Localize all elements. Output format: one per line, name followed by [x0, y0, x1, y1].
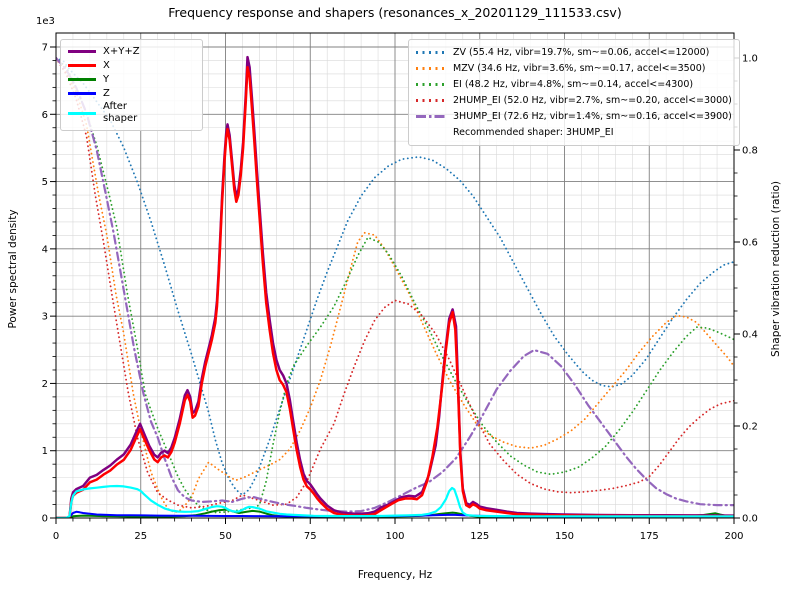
after-shaper-line-sample: [68, 111, 96, 115]
legend-item-x: X: [68, 59, 195, 72]
svg-text:175: 175: [640, 531, 659, 542]
svg-text:50: 50: [219, 531, 232, 542]
series-zv: [56, 57, 734, 496]
legend-label-zv: ZV (55.4 Hz, vibr=19.7%, sm~=0.06, accel…: [453, 46, 710, 58]
series-3hump_ei: [56, 56, 734, 513]
legend-item-z: Z: [68, 87, 195, 100]
svg-text:2: 2: [42, 379, 48, 390]
legend-label-mzv: MZV (34.6 Hz, vibr=3.6%, sm~=0.17, accel…: [453, 62, 706, 74]
svg-text:0: 0: [53, 531, 59, 542]
series-after_shaper: [56, 484, 734, 518]
x-axis-label: Frequency, Hz: [357, 569, 433, 581]
svg-text:100: 100: [385, 531, 404, 542]
legend-psd: X+Y+Z X Y Z After shaper: [60, 39, 203, 131]
svg-text:125: 125: [470, 531, 489, 542]
zv-line-sample: [416, 51, 446, 54]
legend-label-xyz: X+Y+Z: [103, 45, 140, 57]
svg-text:0.6: 0.6: [742, 238, 758, 249]
legend-label-2hump-ei: 2HUMP_EI (52.0 Hz, vibr=2.7%, sm~=0.20, …: [453, 94, 732, 106]
legend-label-ei: EI (48.2 Hz, vibr=4.8%, sm~=0.14, accel<…: [453, 78, 694, 90]
legend-item-after-shaper: After shaper: [68, 101, 195, 125]
y-line-sample: [68, 78, 96, 81]
svg-text:1: 1: [42, 446, 48, 457]
legend-label-y: Y: [103, 73, 110, 85]
legend-item-xyz: X+Y+Z: [68, 45, 195, 58]
curves: [56, 55, 734, 518]
legend-item-mzv: MZV (34.6 Hz, vibr=3.6%, sm~=0.17, accel…: [416, 61, 732, 76]
y-axis-label-left: Power spectral density: [7, 209, 19, 329]
legend-label-after-shaper: After shaper: [103, 101, 138, 124]
ei-line-sample: [416, 83, 446, 86]
svg-text:1.0: 1.0: [742, 54, 758, 65]
svg-text:25: 25: [134, 531, 147, 542]
legend-item-y: Y: [68, 73, 195, 86]
svg-text:0.4: 0.4: [742, 330, 758, 341]
z-line-sample: [68, 92, 96, 95]
svg-text:4: 4: [42, 244, 48, 255]
2hump-ei-line-sample: [416, 99, 446, 102]
3hump-ei-line-sample: [416, 115, 446, 118]
legend-label-z: Z: [103, 87, 110, 99]
legend-label-3hump-ei: 3HUMP_EI (72.6 Hz, vibr=1.4%, sm~=0.16, …: [453, 110, 732, 122]
recommended-spacer: [416, 131, 446, 134]
legend-item-recommended: Recommended shaper: 3HUMP_EI: [416, 125, 732, 140]
chart-title: Frequency response and shapers (resonanc…: [168, 5, 622, 20]
x-line-sample: [68, 64, 96, 67]
svg-text:5: 5: [42, 177, 48, 188]
svg-text:6: 6: [42, 110, 48, 121]
y-axis-offset-label: 1e3: [36, 16, 55, 27]
y-axis-label-right: Shaper vibration reduction (ratio): [770, 180, 782, 358]
legend-item-3hump-ei: 3HUMP_EI (72.6 Hz, vibr=1.4%, sm~=0.16, …: [416, 109, 732, 124]
svg-text:3: 3: [42, 312, 48, 323]
recommended-shaper-note: Recommended shaper: 3HUMP_EI: [453, 126, 614, 138]
svg-text:7: 7: [42, 43, 48, 54]
svg-text:0.0: 0.0: [742, 514, 758, 525]
svg-text:150: 150: [555, 531, 574, 542]
legend-item-ei: EI (48.2 Hz, vibr=4.8%, sm~=0.14, accel<…: [416, 77, 732, 92]
legend-item-2hump-ei: 2HUMP_EI (52.0 Hz, vibr=2.7%, sm~=0.20, …: [416, 93, 732, 108]
svg-text:0: 0: [42, 514, 48, 525]
series-x: [56, 65, 734, 518]
tick-labels: 0 25 50 75 100 125 150 175 200 0 1 2 3 4 5 6 7 0.0 0.2 0.4 0…: [42, 43, 758, 543]
legend-label-x: X: [103, 59, 110, 71]
legend-shapers: ZV (55.4 Hz, vibr=19.7%, sm~=0.06, accel…: [408, 39, 740, 146]
svg-text:200: 200: [724, 531, 743, 542]
svg-text:0.8: 0.8: [742, 146, 758, 157]
xyz-line-sample: [68, 50, 96, 53]
legend-item-zv: ZV (55.4 Hz, vibr=19.7%, sm~=0.06, accel…: [416, 45, 732, 60]
mzv-line-sample: [416, 67, 446, 70]
svg-text:75: 75: [304, 531, 317, 542]
svg-text:0.2: 0.2: [742, 422, 758, 433]
